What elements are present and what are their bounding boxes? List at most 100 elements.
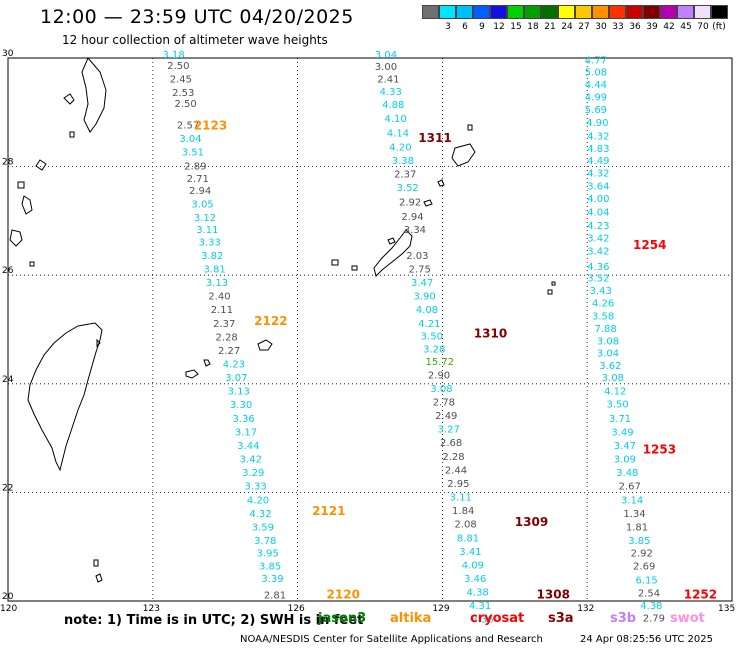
scale-swatch <box>643 5 660 19</box>
pass-number-label: 1309 <box>515 515 548 529</box>
wave-height-value: 3.42 <box>240 455 262 466</box>
coastlines <box>9 57 556 583</box>
wave-height-value: 2.40 <box>208 292 230 303</box>
wave-height-value: 2.92 <box>631 548 653 559</box>
scale-label: 18 <box>527 22 539 32</box>
scale-label: 3 <box>445 22 451 32</box>
wave-height-value: 3.85 <box>628 536 650 547</box>
wave-height-value: 2.08 <box>454 520 476 531</box>
wave-height-value: 15.72 <box>426 357 455 368</box>
wave-height-value: 2.71 <box>187 174 209 185</box>
wave-height-value: 3.08 <box>430 384 452 395</box>
kyushu-coastline <box>81 57 107 133</box>
wave-height-value: 2.78 <box>433 398 455 409</box>
island-icon <box>331 124 556 295</box>
wave-height-value: 3.18 <box>162 50 184 61</box>
scale-swatch <box>439 5 456 19</box>
scale-swatch <box>524 5 541 19</box>
wave-height-value: 4.38 <box>640 601 662 612</box>
wave-height-value: 2.81 <box>264 590 286 601</box>
wave-height-value: 7.88 <box>594 324 616 335</box>
scale-label: 6 <box>462 22 468 32</box>
scale-swatch <box>677 5 694 19</box>
pass-number-label: 2122 <box>254 314 287 328</box>
scale-swatch <box>592 5 609 19</box>
scale-label: 30 <box>595 22 607 32</box>
scale-label: 42 <box>663 22 675 32</box>
wave-height-value: 3.43 <box>590 286 612 297</box>
wave-height-value: 3.50 <box>607 400 629 411</box>
wave-height-value: 2.50 <box>175 99 197 110</box>
wave-height-value: 3.51 <box>182 148 204 159</box>
scale-label: 36 <box>629 22 641 32</box>
wave-height-value: 3.81 <box>203 264 225 275</box>
wave-height-value: 3.48 <box>616 468 638 479</box>
map-subtitle: 12 hour collection of altimeter wave hei… <box>62 33 328 47</box>
scale-label: 39 <box>646 22 658 32</box>
wave-height-value: 3.50 <box>421 331 443 342</box>
wave-height-value: 2.28 <box>216 332 238 343</box>
wave-height-value: 4.99 <box>585 92 607 103</box>
map-title: 12:00 — 23:59 UTC 04/20/2025 <box>40 6 354 28</box>
wave-height-value: 4.77 <box>585 55 607 66</box>
wave-height-value: 3.49 <box>611 427 633 438</box>
wave-height-value: 6.15 <box>635 576 657 587</box>
wave-height-value: 2.90 <box>428 370 450 381</box>
wave-height-value: 2.11 <box>211 305 233 316</box>
wave-height-value: 4.12 <box>604 387 626 398</box>
island-icon <box>9 93 75 267</box>
wave-height-value: 3.62 <box>599 361 621 372</box>
wave-height-value: 4.88 <box>382 100 404 111</box>
wave-height-value: 2.44 <box>445 465 467 476</box>
wave-height-value: 4.20 <box>389 142 411 153</box>
satellite-legend-altika: altika <box>390 611 432 626</box>
wave-height-value: 3.12 <box>194 213 216 224</box>
wave-height-value: 4.33 <box>380 87 402 98</box>
satellite-legend-cryosat: cryosat <box>470 611 525 626</box>
wave-height-value: 2.67 <box>619 482 641 493</box>
wave-height-value: 3.09 <box>614 455 636 466</box>
wave-height-value: 2.68 <box>440 438 462 449</box>
wave-height-value: 3.00 <box>375 62 397 73</box>
lon-tick-label: 120 <box>0 604 17 614</box>
miyako-coastline <box>185 359 211 379</box>
lat-tick-label: 30 <box>2 49 14 59</box>
ishigaki-coastline <box>257 339 273 351</box>
lat-tick-label: 28 <box>2 158 14 168</box>
wave-height-value: 5.69 <box>585 105 607 116</box>
wave-height-value: 2.75 <box>409 264 431 275</box>
pass-number-label: 1252 <box>684 587 717 601</box>
wave-height-value: 3.08 <box>597 337 619 348</box>
wave-height-value: 2.37 <box>213 319 235 330</box>
wave-height-value: 3.95 <box>257 548 279 559</box>
wave-height-value: 4.20 <box>247 495 269 506</box>
lat-lon-grid: 120 123 126 129 132 135 30 28 26 24 22 20 <box>0 49 735 614</box>
wave-height-value: 2.94 <box>401 212 423 223</box>
wave-height-value: 3.04 <box>597 349 619 360</box>
wave-height-value: 3.33 <box>245 482 267 493</box>
wave-height-value: 4.21 <box>418 319 440 330</box>
wave-height-value: 3.07 <box>225 373 247 384</box>
satellite-legend-s3b: s3b <box>610 611 637 626</box>
pass-number-label: 1308 <box>537 587 570 601</box>
wave-height-value: 2.53 <box>172 88 194 99</box>
wave-height-value: 4.90 <box>586 118 608 129</box>
island-icon <box>96 338 101 348</box>
wave-height-value: 4.23 <box>223 360 245 371</box>
taiwan-coastline <box>27 322 103 472</box>
wave-height-value: 2.37 <box>394 169 416 180</box>
wave-height-value: 2.49 <box>435 411 457 422</box>
wave-height-value: 4.38 <box>467 588 489 599</box>
lon-tick-label: 123 <box>143 604 160 614</box>
wave-height-value: 2.41 <box>377 74 399 85</box>
generation-date: 24 Apr 08:25:56 UTC 2025 <box>580 634 713 645</box>
wave-height-value: 4.04 <box>587 207 609 218</box>
scale-label: 70 <box>697 22 709 32</box>
pass-number-label: 1311 <box>418 131 451 145</box>
wave-height-value: 4.32 <box>587 131 609 142</box>
wave-height-value: 4.23 <box>587 221 609 232</box>
pass-number-label: 1253 <box>643 442 676 456</box>
wave-height-value: 2.50 <box>167 61 189 72</box>
wave-height-value: 4.31 <box>469 601 491 612</box>
